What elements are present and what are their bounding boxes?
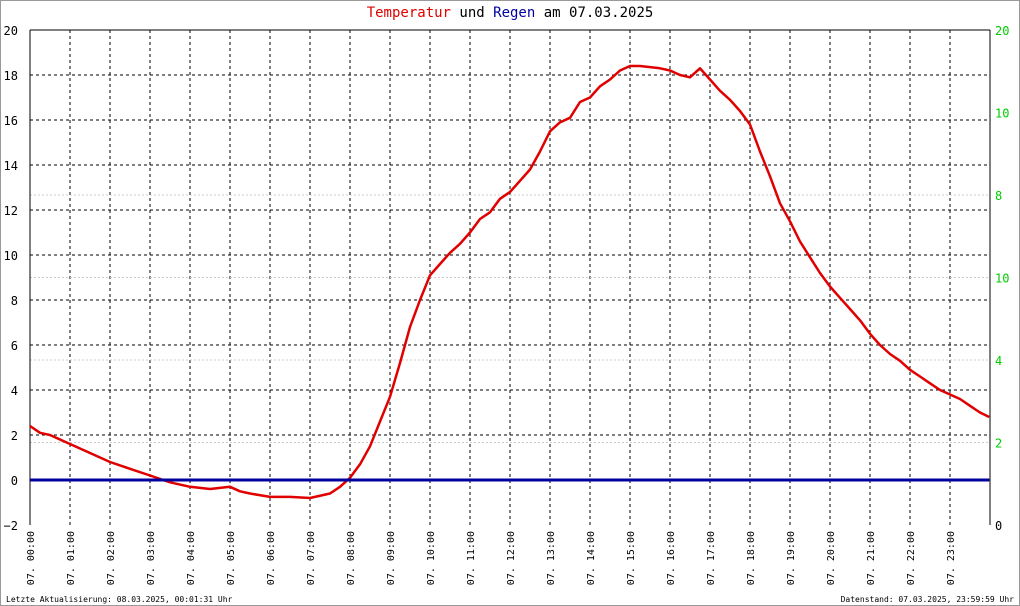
- y2-tick-label: 4: [995, 354, 1002, 368]
- series-line-temperatur: [29, 64, 990, 500]
- x-tick-label: 07. 08:00: [346, 531, 357, 585]
- x-tick-label: 07. 11:00: [466, 531, 477, 585]
- y-tick-label: 14: [4, 159, 18, 173]
- x-tick-label: 07. 21:00: [866, 531, 877, 585]
- title-and: und: [450, 5, 494, 21]
- y-tick-label: −2: [4, 519, 18, 533]
- data-status-text: Datenstand: 07.03.2025, 23:59:59 Uhr: [840, 595, 1014, 604]
- y-tick-label: 8: [11, 294, 18, 308]
- tick-labels: −2 0 2 4 6 8 10 12 14 16 18 20 0 2 4 10 8 10 20 07. 00:00 07…: [4, 24, 1010, 585]
- title-date: am 07.03.2025: [535, 5, 654, 21]
- y-tick-label: 12: [4, 204, 18, 218]
- y2-tick-label: 0: [995, 519, 1002, 533]
- y-tick-label: 16: [4, 114, 18, 128]
- x-tick-label: 07. 17:00: [706, 531, 717, 585]
- y-tick-label: 0: [11, 474, 18, 488]
- x-tick-label: 07. 14:00: [586, 531, 597, 585]
- x-tick-label: 07. 22:00: [906, 531, 917, 585]
- y-tick-label: 20: [4, 24, 18, 38]
- x-tick-label: 07. 13:00: [546, 531, 557, 585]
- last-update-text: Letzte Aktualisierung: 08.03.2025, 00:01…: [6, 595, 233, 604]
- x-tick-label: 07. 07:00: [306, 531, 317, 585]
- x-tick-label: 07. 10:00: [426, 531, 437, 585]
- x-tick-label: 07. 09:00: [386, 531, 397, 585]
- y2-tick-label: 8: [995, 189, 1002, 203]
- chart-title: Temperatur und Regen am 07.03.2025: [0, 5, 1020, 21]
- series-layer: [29, 64, 990, 500]
- y-tick-label: 10: [4, 249, 18, 263]
- y-tick-label: 6: [11, 339, 18, 353]
- x-tick-label: 07. 15:00: [626, 531, 637, 585]
- y2-tick-label: 10: [995, 107, 1009, 121]
- y2-tick-label: 20: [995, 24, 1009, 38]
- title-rain: Regen: [493, 5, 536, 21]
- y-tick-label: 4: [11, 384, 18, 398]
- x-tick-label: 07. 05:00: [226, 531, 237, 585]
- x-tick-label: 07. 00:00: [26, 531, 37, 585]
- y-tick-label: 18: [4, 69, 18, 83]
- x-tick-label: 07. 12:00: [506, 531, 517, 585]
- x-tick-label: 07. 20:00: [826, 531, 837, 585]
- x-tick-label: 07. 01:00: [66, 531, 77, 585]
- grid: [30, 30, 990, 525]
- title-temperature: Temperatur: [366, 5, 451, 21]
- y-tick-label: 2: [11, 429, 18, 443]
- x-tick-label: 07. 19:00: [786, 531, 797, 585]
- x-tick-label: 07. 02:00: [106, 531, 117, 585]
- y2-tick-label: 2: [995, 437, 1002, 451]
- x-tick-label: 07. 04:00: [186, 531, 197, 585]
- x-tick-label: 07. 18:00: [746, 531, 757, 585]
- x-tick-label: 07. 03:00: [146, 531, 157, 585]
- x-tick-label: 07. 23:00: [946, 531, 957, 585]
- x-tick-label: 07. 06:00: [266, 531, 277, 585]
- y2-tick-label: 10: [995, 272, 1009, 286]
- x-tick-label: 07. 16:00: [666, 531, 677, 585]
